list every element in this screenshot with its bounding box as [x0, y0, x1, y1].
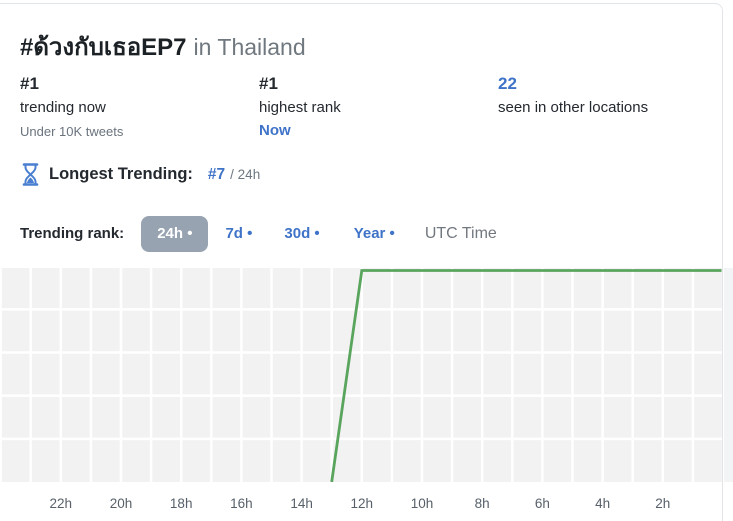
x-axis-tick: 4h — [595, 496, 611, 511]
range-button-year[interactable]: Year • — [353, 225, 395, 242]
highest-rank-time-link[interactable]: Now — [259, 122, 291, 139]
x-axis-tick: 22h — [49, 496, 73, 511]
x-axis-tick: 18h — [169, 496, 193, 511]
longest-trending-row: Longest Trending: #7 / 24h — [22, 163, 260, 186]
x-axis-tick: 10h — [410, 496, 434, 511]
range-button-30d[interactable]: 30d • — [284, 225, 320, 242]
x-axis-tick: 12h — [350, 496, 374, 511]
x-axis-tick: 6h — [534, 496, 550, 511]
hashtag-title: #ด้วงกับเธอEP7 — [20, 34, 187, 61]
trending-now-rank: #1 — [20, 74, 39, 93]
stats-row: #1 trending now Under 10K tweets #1 high… — [20, 72, 648, 141]
rank-chart-canvas — [0, 268, 733, 483]
x-axis-tick: 8h — [474, 496, 490, 511]
longest-trending-rank-link[interactable]: #7 — [207, 165, 226, 183]
tweet-volume-label: Under 10K tweets — [20, 124, 124, 139]
x-axis-tick: 2h — [655, 496, 671, 511]
x-axis-labels: 22h 20h 18h 16h 14h 12h 10h 8h 6h 4h 2h — [0, 482, 733, 521]
trending-rank-label: Trending rank: — [20, 225, 125, 242]
longest-trending-period: / 24h — [230, 167, 261, 182]
rank-line-trending-rank — [330, 269, 722, 483]
trending-rank-selector: Trending rank: 24h • 7d • 30d • Year • U… — [20, 215, 497, 252]
stat-highest-rank: #1 highest rank Now — [259, 72, 498, 141]
timezone-label: UTC Time — [424, 224, 497, 242]
x-axis-tick: 20h — [109, 496, 133, 511]
range-button-24h[interactable]: 24h • — [141, 215, 209, 252]
x-axis-tick: 16h — [230, 496, 253, 511]
location-label: in Thailand — [193, 34, 306, 60]
page-bg-sliver — [724, 268, 733, 482]
highest-rank-label: highest rank — [259, 99, 341, 116]
stat-other-locations: 22 seen in other locations — [498, 72, 648, 141]
highest-rank-value: #1 — [259, 74, 278, 93]
other-locations-count-link[interactable]: 22 — [498, 74, 517, 93]
rank-chart — [0, 268, 733, 483]
hourglass-icon — [22, 163, 39, 186]
stat-trending-now: #1 trending now Under 10K tweets — [20, 72, 259, 141]
longest-trending-label: Longest Trending: — [49, 165, 193, 183]
trending-now-label: trending now — [20, 99, 106, 116]
x-axis-tick: 14h — [290, 496, 313, 511]
page-title: #ด้วงกับเธอEP7 in Thailand — [20, 27, 306, 66]
range-button-7d[interactable]: 7d • — [225, 225, 253, 242]
other-locations-label: seen in other locations — [498, 99, 649, 116]
